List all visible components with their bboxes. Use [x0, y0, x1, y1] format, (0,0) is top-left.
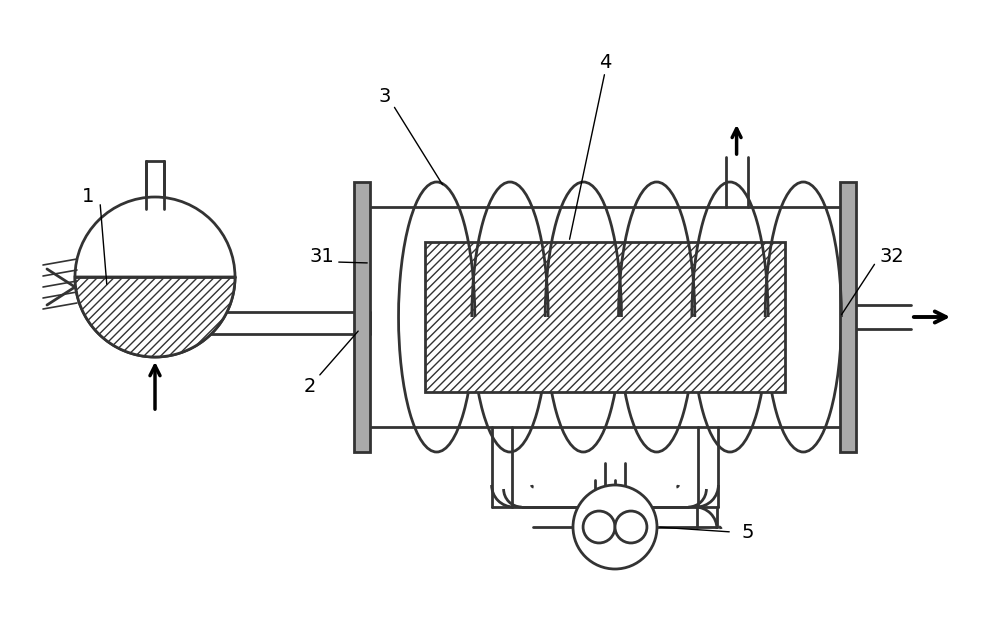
Bar: [425, 242, 785, 392]
Bar: [354, 182, 370, 452]
Text: 32: 32: [880, 248, 904, 266]
Text: 3: 3: [379, 88, 391, 107]
Text: 4: 4: [599, 53, 611, 71]
Circle shape: [583, 511, 615, 543]
Text: 2: 2: [304, 377, 316, 396]
Circle shape: [573, 485, 657, 569]
Text: 1: 1: [82, 187, 94, 206]
Bar: [840, 182, 856, 452]
Circle shape: [615, 511, 647, 543]
Circle shape: [75, 197, 235, 357]
Polygon shape: [75, 277, 235, 357]
Text: 31: 31: [310, 248, 334, 266]
Text: 5: 5: [742, 522, 754, 542]
